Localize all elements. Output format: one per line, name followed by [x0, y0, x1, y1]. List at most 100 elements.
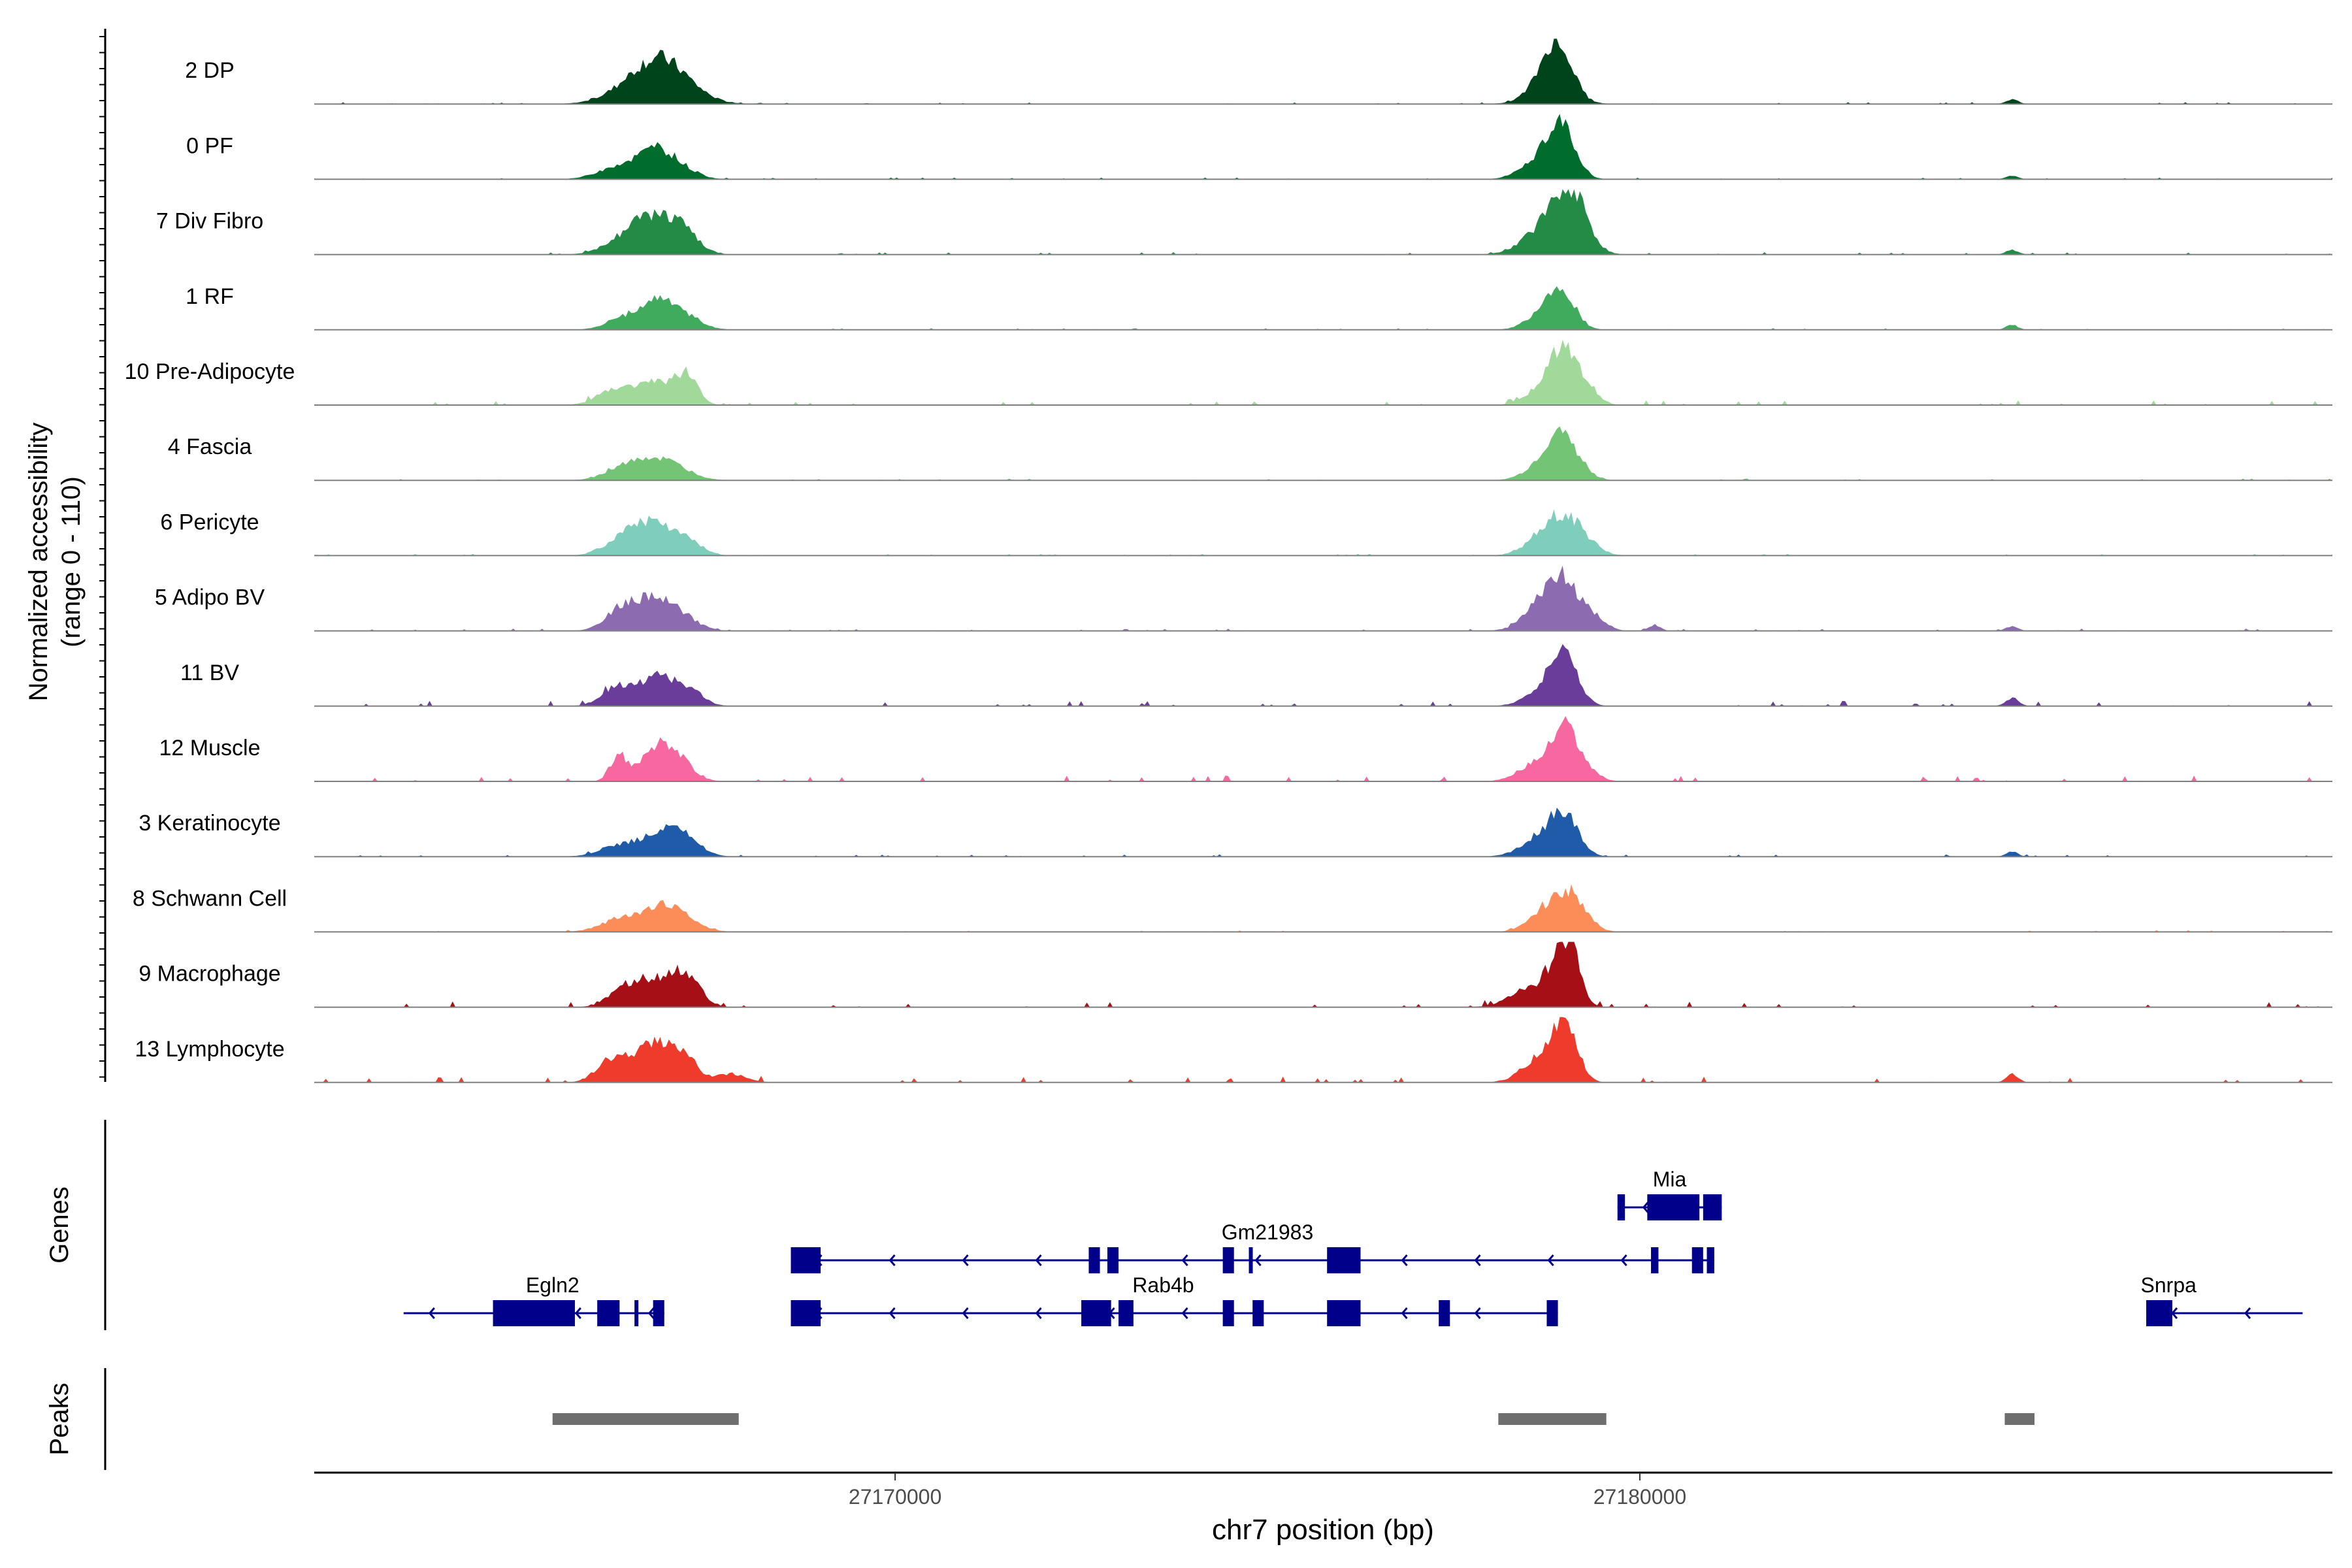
genes-panel-label: Genes [45, 1186, 74, 1264]
peak-bar [552, 1413, 739, 1425]
exon [1107, 1247, 1119, 1273]
coverage-area [314, 340, 2332, 405]
x-axis-ticks: 27170000 27180000 [849, 1473, 1686, 1509]
track-4: 1 RF [186, 284, 2332, 331]
track-3: 7 Div Fibro [156, 189, 2332, 255]
exon [1647, 1194, 1700, 1220]
exon [634, 1300, 639, 1326]
peak-bar [1498, 1413, 1607, 1425]
y-axis-range-label: (range 0 - 110) [57, 476, 86, 647]
track-7: 6 Pericyte [160, 509, 2332, 557]
exon [1617, 1194, 1625, 1220]
exon [1088, 1247, 1100, 1273]
track-label: 6 Pericyte [160, 510, 259, 534]
coverage-area [314, 286, 2332, 330]
track-6: 4 Fascia [168, 426, 2332, 482]
y-axis-minor-ticks [99, 36, 105, 1078]
strand-arrow [1474, 1307, 1481, 1319]
strand-arrow [889, 1254, 896, 1266]
track-1: 2 DP [185, 39, 2332, 105]
exon [791, 1247, 821, 1273]
coverage-area [314, 808, 2332, 857]
track-11: 3 Keratinocyte [139, 808, 2332, 858]
track-label: 10 Pre-Adipocyte [125, 359, 295, 384]
track-14: 13 Lymphocyte [135, 1017, 2332, 1083]
strand-arrow [1401, 1307, 1408, 1319]
track-label: 13 Lymphocyte [135, 1037, 284, 1062]
track-label: 7 Div Fibro [156, 209, 263, 234]
exon [1691, 1247, 1703, 1273]
track-label: 3 Keratinocyte [139, 811, 280, 836]
track-8: 5 Adipo BV [155, 565, 2332, 632]
strand-arrow [2244, 1307, 2251, 1319]
gene-snrpa: Snrpa [2141, 1273, 2303, 1326]
strand-arrow [574, 1307, 581, 1319]
track-5: 10 Pre-Adipocyte [125, 340, 2332, 406]
coverage-area [314, 1017, 2332, 1083]
exon [1252, 1300, 1264, 1326]
gene-label: Egln2 [526, 1273, 580, 1297]
strand-arrow [1547, 1254, 1554, 1266]
strand-arrow [1181, 1254, 1188, 1266]
coverage-area [314, 39, 2332, 105]
gene-label: Gm21983 [1222, 1220, 1314, 1244]
track-12: 8 Schwann Cell [133, 884, 2332, 933]
track-label: 4 Fascia [168, 434, 252, 459]
track-label: 1 RF [186, 284, 234, 309]
exon [493, 1300, 575, 1326]
coverage-area [314, 565, 2332, 631]
gene-mia: Mia [1617, 1168, 1722, 1220]
peak-regions [552, 1413, 2035, 1425]
peaks-panel-label: Peaks [45, 1382, 74, 1455]
track-label: 11 BV [180, 661, 239, 685]
exon [1651, 1247, 1659, 1273]
x-tick-label: 27180000 [1593, 1485, 1686, 1509]
track-label: 8 Schwann Cell [133, 886, 287, 911]
gene-label: Rab4b [1132, 1273, 1194, 1297]
exon [653, 1300, 664, 1326]
coverage-tracks: 2 DP 0 PF 7 Div Fibro 1 RF 10 Pre-Adipocyte 4… [125, 39, 2332, 1083]
coverage-area [314, 941, 2332, 1007]
track-label: 0 PF [186, 133, 233, 158]
exon [1546, 1300, 1558, 1326]
track-label: 9 Macrophage [139, 962, 280, 987]
coverage-area [314, 884, 2332, 932]
exon [1222, 1300, 1234, 1326]
track-2: 0 PF [186, 114, 2332, 180]
strand-arrow [1474, 1254, 1481, 1266]
exon [1327, 1300, 1361, 1326]
strand-arrow [962, 1307, 969, 1319]
coverage-area [314, 716, 2332, 781]
track-9: 11 BV [180, 644, 2332, 707]
coverage-area [314, 509, 2332, 556]
gene-annotations: Egln2 Rab4b Gm21983 Mia Snrpa [403, 1168, 2303, 1326]
strand-arrow [889, 1307, 896, 1319]
track-10: 12 Muscle [159, 716, 2332, 782]
exon [1707, 1247, 1714, 1273]
strand-arrow [1035, 1254, 1042, 1266]
exon [1249, 1247, 1253, 1273]
strand-arrow [962, 1254, 969, 1266]
y-axis-label: Normalized accessibility [24, 423, 53, 702]
gene-label: Snrpa [2141, 1273, 2197, 1297]
strand-arrow [1642, 1201, 1649, 1213]
exon [1119, 1300, 1134, 1326]
strand-arrow [1181, 1307, 1188, 1319]
track-label: 12 Muscle [159, 736, 261, 760]
gene-label: Mia [1653, 1168, 1687, 1191]
exon [1222, 1247, 1234, 1273]
strand-arrow [1035, 1307, 1042, 1319]
track-label: 5 Adipo BV [155, 585, 265, 610]
gene-gm21983: Gm21983 [791, 1220, 1714, 1273]
y-axis-title: Normalized accessibility (range 0 - 110) [24, 423, 86, 702]
strand-arrow [428, 1307, 435, 1319]
coverage-area [314, 189, 2332, 255]
exon [2146, 1300, 2172, 1326]
x-axis-label: chr7 position (bp) [1212, 1514, 1434, 1546]
peak-bar [2004, 1413, 2035, 1425]
exon [1439, 1300, 1450, 1326]
strand-arrow [2171, 1307, 2178, 1319]
strand-arrow [1401, 1254, 1408, 1266]
x-tick-label: 27170000 [849, 1485, 941, 1509]
